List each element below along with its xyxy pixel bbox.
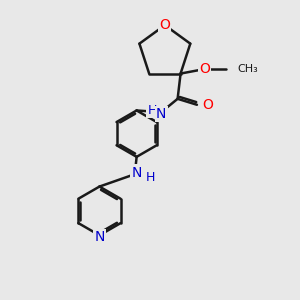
Text: N: N bbox=[131, 166, 142, 180]
Text: O: O bbox=[159, 18, 170, 32]
Text: O: O bbox=[202, 98, 213, 112]
Text: N: N bbox=[94, 230, 105, 244]
Text: H: H bbox=[147, 104, 157, 117]
Text: H: H bbox=[146, 170, 155, 184]
Text: O: O bbox=[199, 62, 210, 76]
Text: N: N bbox=[156, 107, 166, 121]
Text: CH₃: CH₃ bbox=[237, 64, 258, 74]
